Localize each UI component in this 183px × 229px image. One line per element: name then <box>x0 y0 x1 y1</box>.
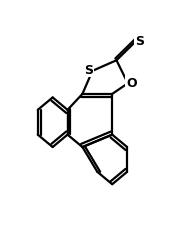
Text: S: S <box>135 35 144 48</box>
Text: O: O <box>126 76 137 90</box>
Text: S: S <box>84 64 93 77</box>
